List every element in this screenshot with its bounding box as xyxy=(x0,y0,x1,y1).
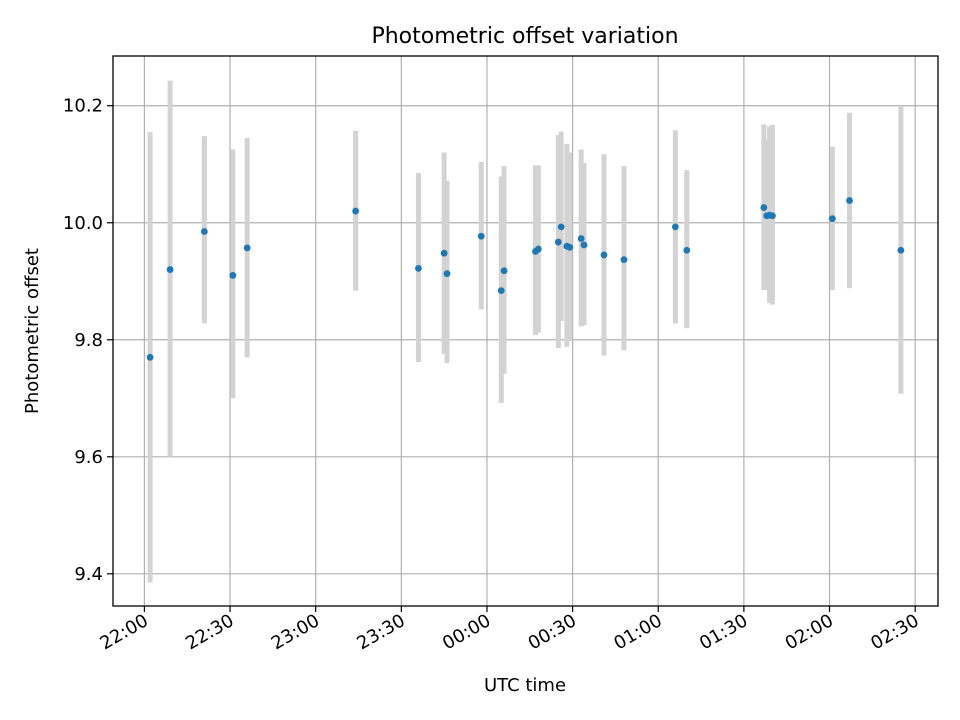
x-axis-label: UTC time xyxy=(484,675,566,696)
data-point xyxy=(443,270,451,278)
data-point xyxy=(146,353,154,361)
data-point xyxy=(897,246,905,254)
data-point xyxy=(580,241,588,249)
data-point xyxy=(229,272,237,279)
data-point xyxy=(620,256,628,264)
y-tick-label: 9.8 xyxy=(74,330,103,351)
y-axis-ticks: 9.4 9.6 9.8 10.0 10.2 xyxy=(63,96,113,585)
y-tick-label: 9.6 xyxy=(74,447,103,468)
data-point xyxy=(500,267,508,275)
data-point xyxy=(557,223,565,231)
data-point xyxy=(497,287,505,295)
data-point xyxy=(243,244,251,252)
y-axis-label: Photometric offset xyxy=(22,248,43,414)
chart-title: Photometric offset variation xyxy=(371,24,678,49)
grid xyxy=(113,56,938,606)
data-point xyxy=(683,246,691,254)
data-point xyxy=(440,249,448,257)
y-tick-label: 10.2 xyxy=(63,96,103,117)
data-point xyxy=(577,235,585,242)
data-point xyxy=(166,266,174,273)
data-point xyxy=(566,243,574,251)
data-point xyxy=(534,245,542,253)
plot-frame xyxy=(112,55,939,607)
data-point xyxy=(415,264,422,272)
data-point xyxy=(554,238,562,246)
data-point xyxy=(760,204,768,211)
data-point xyxy=(769,212,776,220)
y-tick-label: 10.0 xyxy=(63,213,103,234)
data-point xyxy=(477,232,485,240)
data-point xyxy=(600,251,608,259)
y-tick-label: 9.4 xyxy=(74,564,103,585)
data-point xyxy=(671,223,679,231)
data-point xyxy=(352,207,360,215)
data-point xyxy=(846,197,853,204)
data-point xyxy=(200,228,208,235)
data-point xyxy=(828,215,836,223)
data-points xyxy=(146,197,905,361)
